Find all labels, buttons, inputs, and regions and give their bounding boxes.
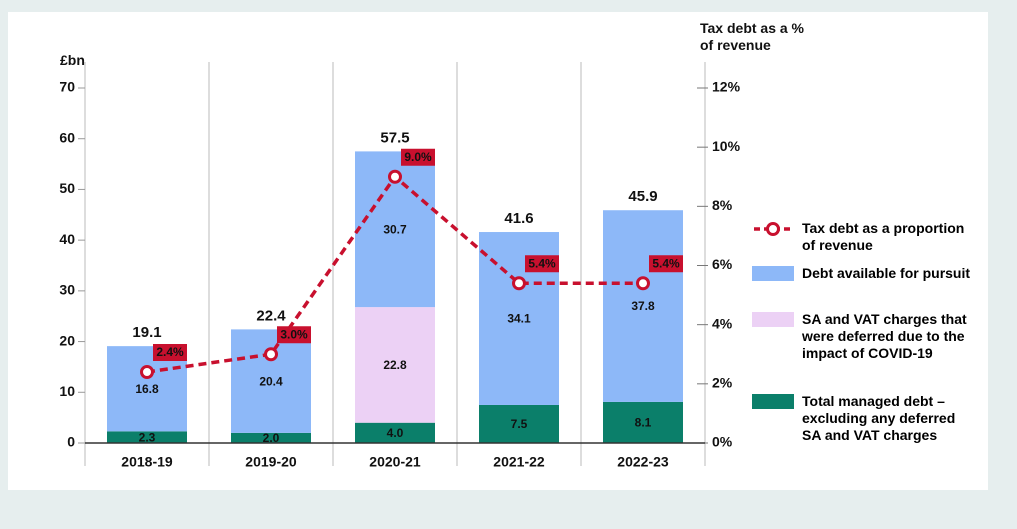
y-tick-label: 50: [59, 180, 75, 196]
bar-value-label: 8.1: [635, 416, 652, 430]
y-tick-label: 30: [59, 282, 75, 298]
x-tick-label: 2019-20: [245, 454, 297, 470]
y-tick-label: 20: [59, 332, 75, 348]
x-tick-label: 2021-22: [493, 454, 545, 470]
bar-segment: [107, 431, 187, 443]
y2-tick-label: 0%: [712, 434, 733, 450]
y2-tick-label: 10%: [712, 138, 741, 154]
line-value-label: 3.0%: [280, 327, 308, 341]
bar-value-label: 22.8: [383, 358, 407, 372]
bar-value-label: 4.0: [387, 426, 404, 440]
bar-segment: [603, 210, 683, 402]
bar-segment: [231, 432, 311, 443]
bar-segment: [355, 307, 435, 423]
line-value-label: 5.4%: [528, 256, 556, 270]
bar-value-label: 34.1: [507, 312, 531, 326]
bar-value-label: 20.4: [259, 374, 283, 388]
x-tick-label: 2022-23: [617, 454, 669, 470]
bar-value-label: 2.0: [263, 431, 280, 445]
bar-value-label: 37.8: [631, 299, 655, 313]
y-tick-label: 0: [67, 434, 75, 450]
line-value-label: 5.4%: [652, 256, 680, 270]
y-tick-label: 60: [59, 129, 75, 145]
line-marker: [388, 169, 402, 184]
legend-label: Debt available for pursuit: [802, 265, 971, 281]
x-tick-label: 2018-19: [121, 454, 173, 470]
bar-segment: [231, 329, 311, 433]
value-label-box: [525, 255, 559, 273]
bar-value-label: 16.8: [135, 382, 159, 396]
legend-item: Total managed debt – excluding any defer…: [752, 393, 972, 444]
bar-segment: [603, 401, 683, 443]
value-label-box: [277, 326, 311, 344]
bar-total-label: 57.5: [380, 129, 409, 146]
y-axis-label: £bn: [60, 52, 85, 68]
y2-axis-label: Tax debt as a % of revenue: [700, 20, 805, 53]
line-marker: [636, 276, 650, 291]
legend-label: SA and VAT charges that were deferred du…: [802, 311, 967, 361]
legend-swatch: [754, 222, 792, 236]
legend-item: SA and VAT charges that were deferred du…: [752, 311, 972, 362]
y2-tick-label: 6%: [712, 256, 733, 272]
y2-tick-label: 4%: [712, 315, 733, 331]
legend-item: Debt available for pursuit: [752, 265, 972, 282]
legend-label: Total managed debt – excluding any defer…: [802, 393, 956, 443]
bar-value-label: 30.7: [383, 222, 407, 236]
bar-value-label: 7.5: [511, 417, 528, 431]
legend-swatch: [752, 312, 794, 327]
legend-item: Tax debt as a proportion of revenue: [752, 220, 972, 254]
bar-total-label: 41.6: [504, 210, 533, 227]
y2-tick-label: 12%: [712, 79, 741, 95]
line-marker: [512, 276, 526, 291]
bar-value-label: 2.3: [139, 430, 156, 444]
line-marker: [140, 365, 154, 379]
legend-label: Tax debt as a proportion of revenue: [802, 220, 965, 253]
line-marker: [264, 347, 278, 362]
line-value-label: 9.0%: [404, 150, 432, 164]
y2-tick-label: 8%: [712, 197, 733, 213]
bar-total-label: 22.4: [256, 307, 286, 324]
y-tick-label: 40: [59, 231, 75, 247]
bar-segment: [355, 422, 435, 443]
value-label-box: [649, 255, 683, 273]
legend-swatch: [752, 394, 794, 409]
line-value-label: 2.4%: [156, 345, 184, 359]
y-tick-label: 70: [59, 79, 75, 95]
value-label-box: [153, 344, 187, 361]
value-label-box: [401, 148, 435, 166]
y2-tick-label: 2%: [712, 375, 733, 391]
x-tick-label: 2020-21: [369, 454, 421, 470]
legend-swatch: [752, 266, 794, 281]
bar-total-label: 45.9: [628, 188, 657, 205]
y-tick-label: 10: [59, 383, 75, 399]
bar-total-label: 19.1: [132, 324, 161, 341]
bar-segment: [479, 404, 559, 443]
